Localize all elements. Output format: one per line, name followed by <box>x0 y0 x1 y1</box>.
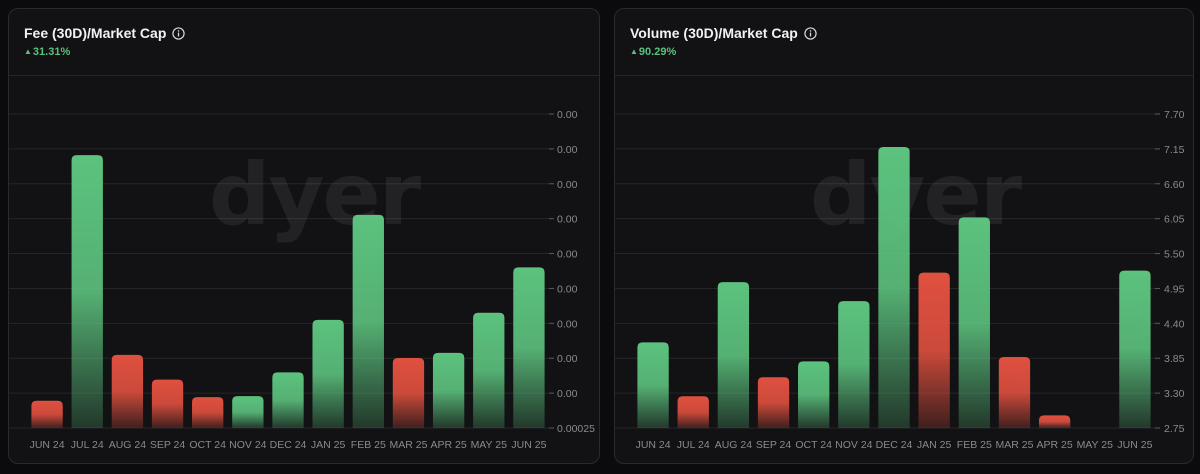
y-tick-label: 0.00 <box>557 109 578 121</box>
bar-may-25[interactable] <box>473 312 505 428</box>
bar-sep-24[interactable] <box>151 379 184 428</box>
fee-market-cap-card: Fee (30D)/Market Cap ▲ 31.31% 0.00 0.00 0.… <box>8 8 600 464</box>
x-tick-label: MAR 25 <box>389 439 427 451</box>
x-tick-label: DEC 24 <box>270 439 307 451</box>
change-indicator: ▲ 31.31% <box>24 46 70 58</box>
x-tick-label: AUG 24 <box>109 439 147 451</box>
x-tick-label: SEP 24 <box>756 439 792 451</box>
card-header: Fee (30D)/Market Cap ▲ 31.31% <box>9 9 599 76</box>
change-value: 90.29% <box>638 46 677 58</box>
bar-nov-24[interactable] <box>838 301 870 428</box>
x-tick-label: MAY 25 <box>471 439 508 451</box>
x-tick-label: AUG 24 <box>715 439 753 451</box>
triangle-up-icon: ▲ <box>630 47 638 56</box>
bar-jun-25[interactable] <box>513 267 545 428</box>
y-tick-label: 2.75 <box>1164 423 1185 435</box>
x-tick-label: JAN 25 <box>311 439 346 451</box>
bar-aug-24[interactable] <box>111 354 144 428</box>
x-tick-label: APR 25 <box>431 439 467 451</box>
volume-market-cap-card: Volume (30D)/Market Cap ▲ 90.29% 7.70 7.1… <box>614 8 1194 464</box>
bar-dec-24[interactable] <box>272 372 304 428</box>
y-tick-label: 0.00025 <box>557 423 595 435</box>
y-tick-label: 0.00 <box>557 214 578 226</box>
change-indicator: ▲ 90.29% <box>630 46 676 58</box>
x-tick-label: JUN 25 <box>511 439 546 451</box>
x-tick-label: NOV 24 <box>229 439 267 451</box>
bar-jul-24[interactable] <box>71 155 103 428</box>
y-tick-label: 5.50 <box>1164 249 1185 261</box>
bar-jan-25[interactable] <box>918 272 950 428</box>
card-header: Volume (30D)/Market Cap ▲ 90.29% <box>615 9 1193 76</box>
bar-jun-24[interactable] <box>637 342 669 428</box>
info-icon[interactable] <box>804 26 817 40</box>
bar-apr-25[interactable] <box>1038 415 1071 428</box>
x-tick-label: MAR 25 <box>995 439 1033 451</box>
bar-jul-24[interactable] <box>677 396 709 428</box>
bar-mar-25[interactable] <box>998 356 1031 428</box>
y-tick-label: 0.00 <box>557 249 578 261</box>
bar-nov-24[interactable] <box>232 396 264 428</box>
bar-jan-25[interactable] <box>312 319 344 428</box>
fee-bar-chart: 0.00 0.00 0.00 0.00 0.00 0.00 0.00 0.00 0.00 0.00… <box>9 109 595 451</box>
x-tick-label: DEC 24 <box>876 439 913 451</box>
x-tick-label: FEB 25 <box>351 439 386 451</box>
bar-apr-25[interactable] <box>432 352 465 428</box>
x-tick-label: APR 25 <box>1037 439 1073 451</box>
y-tick-label: 0.00 <box>557 283 578 295</box>
x-tick-label: OCT 24 <box>795 439 832 451</box>
x-tick-label: JUL 24 <box>71 439 104 451</box>
x-tick-label: JUN 24 <box>30 439 65 451</box>
x-tick-label: FEB 25 <box>957 439 992 451</box>
x-tick-label: JAN 25 <box>917 439 952 451</box>
bar-jun-24[interactable] <box>31 400 63 428</box>
chart-title: Volume (30D)/Market Cap <box>630 25 817 41</box>
change-value: 31.31% <box>32 46 71 58</box>
y-tick-label: 6.05 <box>1164 214 1185 226</box>
bar-jun-25[interactable] <box>1119 270 1151 428</box>
info-icon[interactable] <box>172 26 186 40</box>
x-tick-label: SEP 24 <box>150 439 186 451</box>
y-tick-label: 4.95 <box>1164 283 1185 295</box>
chart-title-text: Volume (30D)/Market Cap <box>630 25 798 41</box>
x-tick-label: JUN 24 <box>636 439 671 451</box>
bar-feb-25[interactable] <box>958 217 990 428</box>
x-tick-label: OCT 24 <box>189 439 226 451</box>
y-tick-label: 0.00 <box>557 179 578 191</box>
y-tick-label: 3.85 <box>1164 353 1185 365</box>
bar-sep-24[interactable] <box>757 377 790 428</box>
bar-aug-24[interactable] <box>717 282 750 428</box>
chart-title: Fee (30D)/Market Cap <box>24 25 186 41</box>
chart-title-text: Fee (30D)/Market Cap <box>24 25 167 41</box>
triangle-up-icon: ▲ <box>24 47 32 56</box>
watermark-logo: dyer <box>209 145 422 245</box>
x-tick-label: JUL 24 <box>677 439 710 451</box>
x-tick-label: JUN 25 <box>1117 439 1152 451</box>
y-tick-label: 7.15 <box>1164 144 1185 156</box>
y-tick-label: 0.00 <box>557 318 578 330</box>
y-tick-label: 0.00 <box>557 353 578 365</box>
x-tick-label: NOV 24 <box>835 439 873 451</box>
watermark-logo: dyer <box>810 145 1023 245</box>
y-tick-label: 4.40 <box>1164 318 1185 330</box>
y-tick-label: 0.00 <box>557 144 578 156</box>
y-tick-label: 7.70 <box>1164 109 1185 121</box>
bar-dec-24[interactable] <box>878 146 910 429</box>
y-tick-label: 6.60 <box>1164 179 1185 191</box>
bar-oct-24[interactable] <box>192 397 224 428</box>
y-tick-label: 3.30 <box>1164 388 1185 400</box>
y-tick-label: 0.00 <box>557 388 578 400</box>
bar-mar-25[interactable] <box>392 357 425 428</box>
bar-feb-25[interactable] <box>352 214 384 428</box>
bar-oct-24[interactable] <box>798 361 830 428</box>
volume-bar-chart: 7.70 7.15 6.60 6.05 5.50 4.95 4.40 3.85 3.30 2.75… <box>615 109 1185 451</box>
x-tick-label: MAY 25 <box>1077 439 1114 451</box>
